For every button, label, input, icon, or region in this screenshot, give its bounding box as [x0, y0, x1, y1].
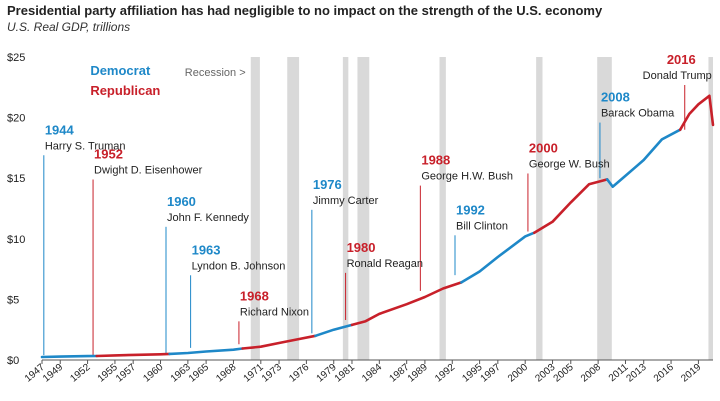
- annotation-year-1968: 1968: [240, 288, 269, 303]
- annotation-year-1976: 1976: [313, 177, 342, 192]
- recession-band-4: [439, 57, 446, 360]
- x-tick-label: 2019: [679, 362, 703, 385]
- annotation-name-1968: Richard Nixon: [240, 306, 309, 318]
- annotation-name-2016: Donald Trump: [643, 70, 712, 82]
- y-tick-label: $25: [7, 52, 25, 64]
- annotation-name-2008: Barack Obama: [601, 108, 675, 120]
- legend-item-republican: Republican: [90, 83, 160, 98]
- annotation-name-2000: George W. Bush: [529, 158, 610, 170]
- y-tick-label: $20: [7, 113, 25, 125]
- x-tick-label: 1976: [287, 362, 311, 385]
- x-tick-label: 1968: [214, 362, 238, 385]
- annotation-year-2000: 2000: [529, 140, 558, 155]
- recession-band-0: [250, 57, 260, 360]
- recession-band-2: [342, 57, 349, 360]
- annotation-name-1952: Dwight D. Eisenhower: [94, 165, 203, 177]
- recession-bands: Recession >: [185, 57, 713, 360]
- gdp-series-1-republican: [95, 352, 171, 358]
- gdp-series-5-republican: [350, 281, 463, 327]
- recession-band-7: [708, 57, 713, 360]
- annotation-name-1963: Lyndon B. Johnson: [192, 260, 286, 272]
- chart-legend: Democrat Republican: [90, 63, 160, 98]
- annotation-name-1960: John F. Kennedy: [167, 212, 249, 224]
- annotation-year-1944: 1944: [45, 122, 75, 137]
- x-tick-label: 2016: [652, 362, 676, 385]
- x-tick-label: 1989: [406, 362, 430, 385]
- annotation-year-1980: 1980: [347, 240, 376, 255]
- x-tick-label: 1973: [260, 362, 284, 385]
- annotation-year-1960: 1960: [167, 194, 196, 209]
- x-tick-label: 1960: [141, 362, 165, 385]
- annotation-year-1988: 1988: [421, 153, 450, 168]
- x-tick-label: 1997: [479, 362, 503, 385]
- gdp-series-7-republican: [532, 178, 609, 234]
- y-tick-label: $10: [7, 234, 25, 246]
- x-tick-label: 2005: [552, 362, 576, 385]
- recession-band-3: [357, 57, 370, 360]
- annotation-name-1992: Bill Clinton: [456, 220, 508, 232]
- gdp-series-0-democrat: [40, 354, 98, 359]
- gdp-series-4-democrat: [314, 323, 354, 338]
- x-tick-label: 2013: [625, 362, 649, 385]
- gdp-series-3-republican: [241, 334, 317, 350]
- chart-title: Presidential party affiliation has had n…: [7, 3, 603, 18]
- y-tick-label: $15: [7, 173, 25, 185]
- annotation-year-1992: 1992: [456, 202, 485, 217]
- x-tick-label: 2000: [506, 362, 530, 385]
- gdp-series: [40, 94, 715, 359]
- gdp-series-9-republican: [678, 94, 715, 131]
- gdp-series-6-democrat: [460, 231, 536, 284]
- annotation-name-1988: George H.W. Bush: [421, 171, 513, 183]
- recession-label: Recession >: [185, 67, 246, 79]
- x-tick-label: 1957: [114, 362, 138, 385]
- y-tick-label: $5: [7, 294, 19, 306]
- x-tick-label: 1992: [433, 362, 457, 385]
- annotation-year-1963: 1963: [192, 242, 221, 257]
- x-tick-label: 1981: [333, 362, 357, 385]
- annotation-name-1944: Harry S. Truman: [45, 140, 126, 152]
- annotation-name-1976: Jimmy Carter: [313, 195, 379, 207]
- chart-subtitle: U.S. Real GDP, trillions: [7, 20, 131, 34]
- annotation-name-1980: Ronald Reagan: [347, 258, 423, 270]
- x-tick-label: 1984: [360, 362, 384, 385]
- recession-band-1: [287, 57, 300, 360]
- x-tick-label: 1965: [187, 362, 211, 385]
- gdp-series-8-democrat: [605, 128, 682, 188]
- recession-band-6: [597, 57, 612, 360]
- annotation-year-1952: 1952: [94, 147, 123, 162]
- annotation-year-2008: 2008: [601, 90, 630, 105]
- annotation-year-2016: 2016: [667, 52, 696, 67]
- annotation-leader-lines: [43, 85, 686, 356]
- x-tick-label: 1949: [41, 362, 65, 385]
- x-tick-label: 1952: [68, 362, 92, 385]
- y-tick-label: $0: [7, 355, 19, 367]
- recession-band-5: [536, 57, 543, 360]
- legend-item-democrat: Democrat: [90, 63, 151, 78]
- x-tick-label: 2008: [579, 362, 603, 385]
- gdp-series-2-democrat: [168, 347, 244, 356]
